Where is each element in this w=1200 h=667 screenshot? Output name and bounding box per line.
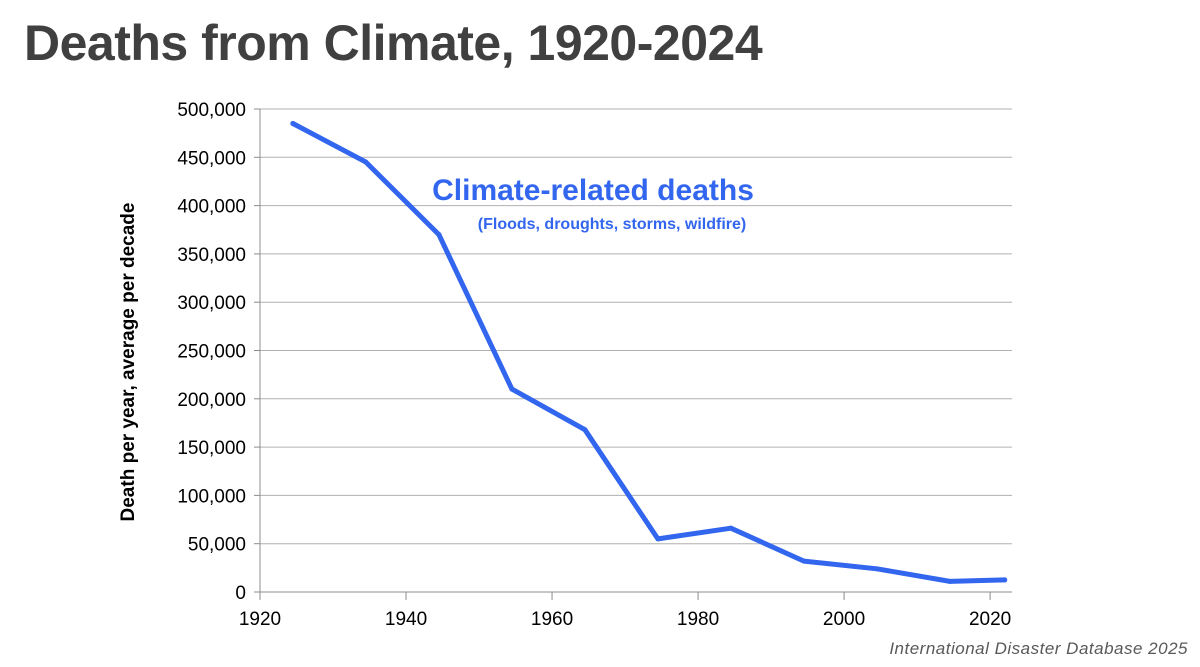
y-tick-label: 450,000 xyxy=(177,148,246,169)
data-point xyxy=(728,525,734,531)
chart-title: Deaths from Climate, 1920-2024 xyxy=(24,15,763,71)
y-tick-label: 300,000 xyxy=(177,293,246,314)
x-tick-label: 1960 xyxy=(531,609,573,630)
series-annotation-subtitle: (Floods, droughts, storms, wildfire) xyxy=(478,216,746,233)
x-tick-label: 1920 xyxy=(239,609,281,630)
x-tick-label: 1980 xyxy=(677,609,719,630)
data-point xyxy=(290,120,296,126)
data-point xyxy=(509,386,515,392)
series-annotation: Climate-related deaths xyxy=(432,174,754,207)
data-point xyxy=(874,566,880,572)
y-tick-label: 0 xyxy=(235,583,246,604)
data-point xyxy=(582,427,588,433)
data-point xyxy=(436,232,442,238)
x-axis-ticks: 1920 1940 1960 1980 2000 2020 xyxy=(239,609,1011,630)
series-points xyxy=(290,120,1008,584)
x-tick-label: 2000 xyxy=(823,609,865,630)
y-tick-label: 400,000 xyxy=(177,197,246,218)
x-tick-label: 2020 xyxy=(969,609,1011,630)
y-tick-label: 150,000 xyxy=(177,438,246,459)
y-tick-label: 250,000 xyxy=(177,342,246,363)
data-point xyxy=(801,558,807,564)
grid-lines xyxy=(254,108,1012,600)
x-tick-label: 1940 xyxy=(385,609,427,630)
data-point xyxy=(947,578,953,584)
data-point xyxy=(655,536,661,542)
y-tick-label: 500,000 xyxy=(177,100,246,121)
y-tick-label: 50,000 xyxy=(188,535,246,556)
data-point xyxy=(1002,577,1008,583)
y-axis-ticks: 0 50,000 100,000 150,000 200,000 250,000 300,0… xyxy=(177,100,246,604)
y-tick-label: 200,000 xyxy=(177,390,246,411)
data-point xyxy=(363,159,369,165)
y-tick-label: 350,000 xyxy=(177,245,246,266)
y-tick-label: 100,000 xyxy=(177,486,246,507)
y-axis-label: Death per year, average per decade xyxy=(118,203,139,522)
source-note: International Disaster Database 2025 xyxy=(889,639,1188,658)
